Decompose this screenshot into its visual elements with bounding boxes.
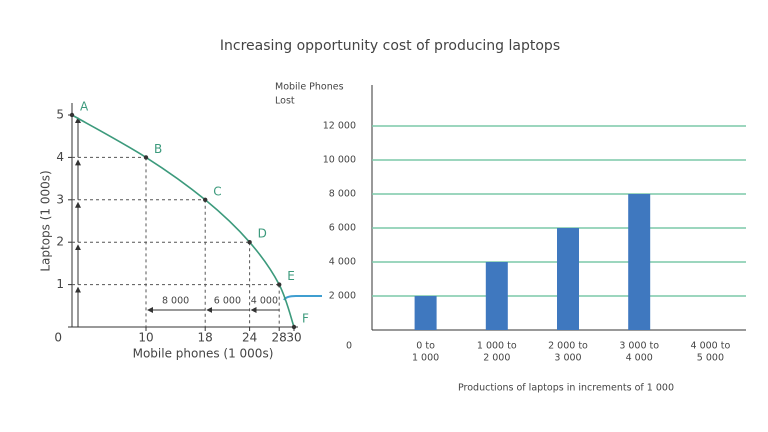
y-tick-label: 3 bbox=[56, 192, 64, 206]
y-tick-label: 2 bbox=[56, 235, 64, 249]
point-label: A bbox=[80, 100, 89, 114]
bar bbox=[485, 262, 508, 330]
point-label: E bbox=[287, 269, 295, 283]
y-axis-label: Mobile Phones bbox=[275, 82, 344, 93]
x-tick-label: 18 bbox=[198, 331, 213, 345]
x-tick-label: 0 to bbox=[416, 341, 435, 352]
point bbox=[143, 155, 149, 160]
point bbox=[69, 112, 75, 118]
cost-label: 8 000 bbox=[162, 296, 189, 307]
chart-title: Increasing opportunity cost of producing… bbox=[220, 38, 560, 54]
x-tick-label: 10 bbox=[138, 331, 153, 345]
x-tick-label: 30 bbox=[286, 331, 301, 345]
x-tick-label: 2 000 to bbox=[548, 341, 588, 352]
x-axis-label: Productions of laptops in increments of … bbox=[458, 383, 674, 394]
y-tick-label: 2 000 bbox=[329, 291, 356, 302]
y-tick-label: 6 000 bbox=[329, 223, 356, 234]
y-tick-label: 8 000 bbox=[329, 189, 356, 200]
point bbox=[203, 197, 208, 202]
y-tick-label: 10 000 bbox=[323, 155, 356, 166]
y-tick-label: 5 bbox=[56, 108, 64, 122]
x-tick-label: 4 000 to bbox=[691, 341, 731, 352]
y-tick-label: 0 bbox=[54, 331, 62, 345]
point-label: C bbox=[213, 184, 221, 198]
cost-label: 6 000 bbox=[214, 296, 241, 307]
cost-label: 4 000 bbox=[251, 296, 278, 307]
y-tick-label: 4 bbox=[56, 150, 64, 164]
y-tick-label: 0 bbox=[346, 341, 352, 352]
x-tick-label: 3 000 to bbox=[619, 341, 659, 352]
x-tick-label: 3 000 bbox=[554, 353, 581, 364]
y-axis-label: Lost bbox=[275, 96, 295, 107]
x-tick-label: 28 bbox=[272, 331, 287, 345]
x-tick-label: 2 000 bbox=[483, 353, 510, 364]
x-tick-label: 4 000 bbox=[626, 353, 653, 364]
x-axis-label: Mobile phones (1 000s) bbox=[133, 347, 274, 361]
y-tick-label: 12 000 bbox=[323, 121, 356, 132]
point-label: B bbox=[154, 142, 162, 156]
x-tick-label: 24 bbox=[242, 331, 257, 345]
point bbox=[247, 240, 252, 245]
x-tick-label: 5 000 bbox=[697, 353, 724, 364]
point-label: D bbox=[258, 227, 267, 241]
y-tick-label: 1 bbox=[56, 277, 64, 291]
x-tick-label: 1 000 bbox=[412, 353, 439, 364]
link-arrow bbox=[283, 295, 322, 301]
bar bbox=[628, 194, 651, 330]
point bbox=[277, 282, 282, 287]
x-tick-label: 1 000 to bbox=[477, 341, 517, 352]
bar bbox=[557, 228, 579, 330]
bar bbox=[414, 296, 437, 330]
y-tick-label: 4 000 bbox=[329, 257, 356, 268]
point bbox=[291, 324, 297, 330]
point-label: F bbox=[302, 312, 309, 326]
y-axis-label: Laptops (1 000s) bbox=[39, 170, 53, 271]
